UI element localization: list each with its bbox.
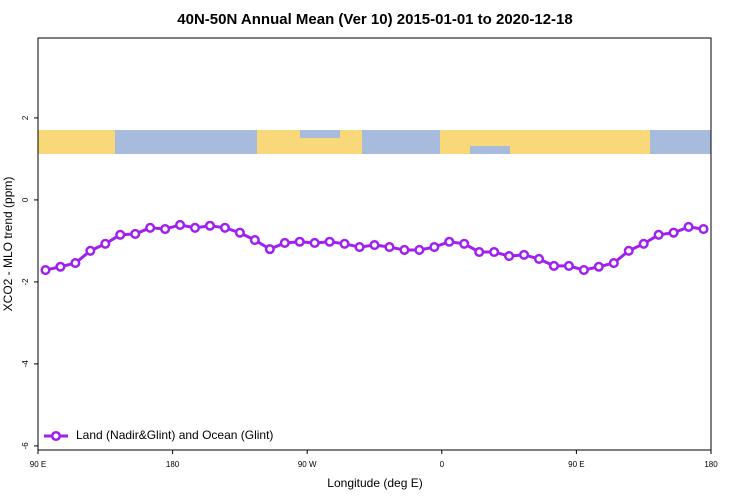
y-tick-label: -6	[21, 442, 30, 450]
point	[354, 242, 365, 253]
chart-title: 40N-50N Annual Mean (Ver 10) 2015-01-01 …	[177, 11, 572, 28]
point	[294, 236, 305, 247]
point	[145, 222, 156, 233]
y-axis-label: XCO2 - MLO trend (ppm)	[1, 177, 15, 312]
plot-frame	[37, 37, 712, 451]
point	[608, 258, 619, 269]
point	[324, 236, 335, 247]
point	[533, 253, 545, 265]
point	[309, 237, 320, 249]
point	[100, 238, 111, 249]
x-tick-label: 90 E	[568, 460, 584, 469]
point	[444, 236, 455, 247]
point	[623, 245, 634, 256]
point	[474, 246, 485, 258]
y-tick-label: 2	[21, 115, 30, 120]
point	[219, 222, 230, 233]
y-tick-label: -4	[21, 360, 30, 368]
point	[414, 244, 425, 255]
y-tick-label: 0	[21, 197, 30, 202]
point	[683, 221, 694, 233]
legend-marker	[50, 430, 62, 442]
point	[249, 235, 260, 246]
point	[115, 229, 126, 240]
point	[563, 260, 574, 271]
point	[40, 264, 51, 276]
x-tick-label: 180	[704, 460, 718, 469]
point	[578, 264, 589, 276]
point	[459, 238, 470, 249]
point	[653, 229, 664, 240]
point	[548, 260, 560, 271]
point	[70, 258, 81, 269]
point	[204, 220, 216, 231]
point	[234, 227, 245, 238]
point	[369, 239, 380, 251]
point	[130, 228, 141, 240]
x-tick-label: 90 W	[298, 460, 317, 469]
y-tick-label: -2	[21, 278, 30, 286]
point	[489, 246, 500, 258]
point	[339, 238, 350, 249]
legend-label: Land (Nadir&Glint) and Ocean (Glint)	[76, 428, 273, 442]
point	[668, 227, 679, 238]
point	[638, 238, 649, 249]
point	[593, 261, 604, 272]
map-strip	[38, 130, 711, 154]
point	[175, 219, 186, 230]
point	[279, 237, 290, 249]
point	[384, 242, 395, 253]
point	[55, 261, 66, 272]
point	[698, 223, 709, 235]
point	[429, 242, 440, 253]
point	[504, 251, 515, 262]
x-tick-label: 0	[440, 460, 445, 469]
x-tick-label: 180	[166, 460, 180, 469]
point	[189, 222, 201, 233]
point	[519, 249, 530, 260]
point	[399, 244, 410, 255]
point	[160, 223, 171, 235]
x-tick-label: 90 E	[30, 460, 46, 469]
x-axis-label: Longitude (deg E)	[327, 476, 422, 490]
point	[264, 244, 275, 255]
point	[85, 245, 96, 256]
